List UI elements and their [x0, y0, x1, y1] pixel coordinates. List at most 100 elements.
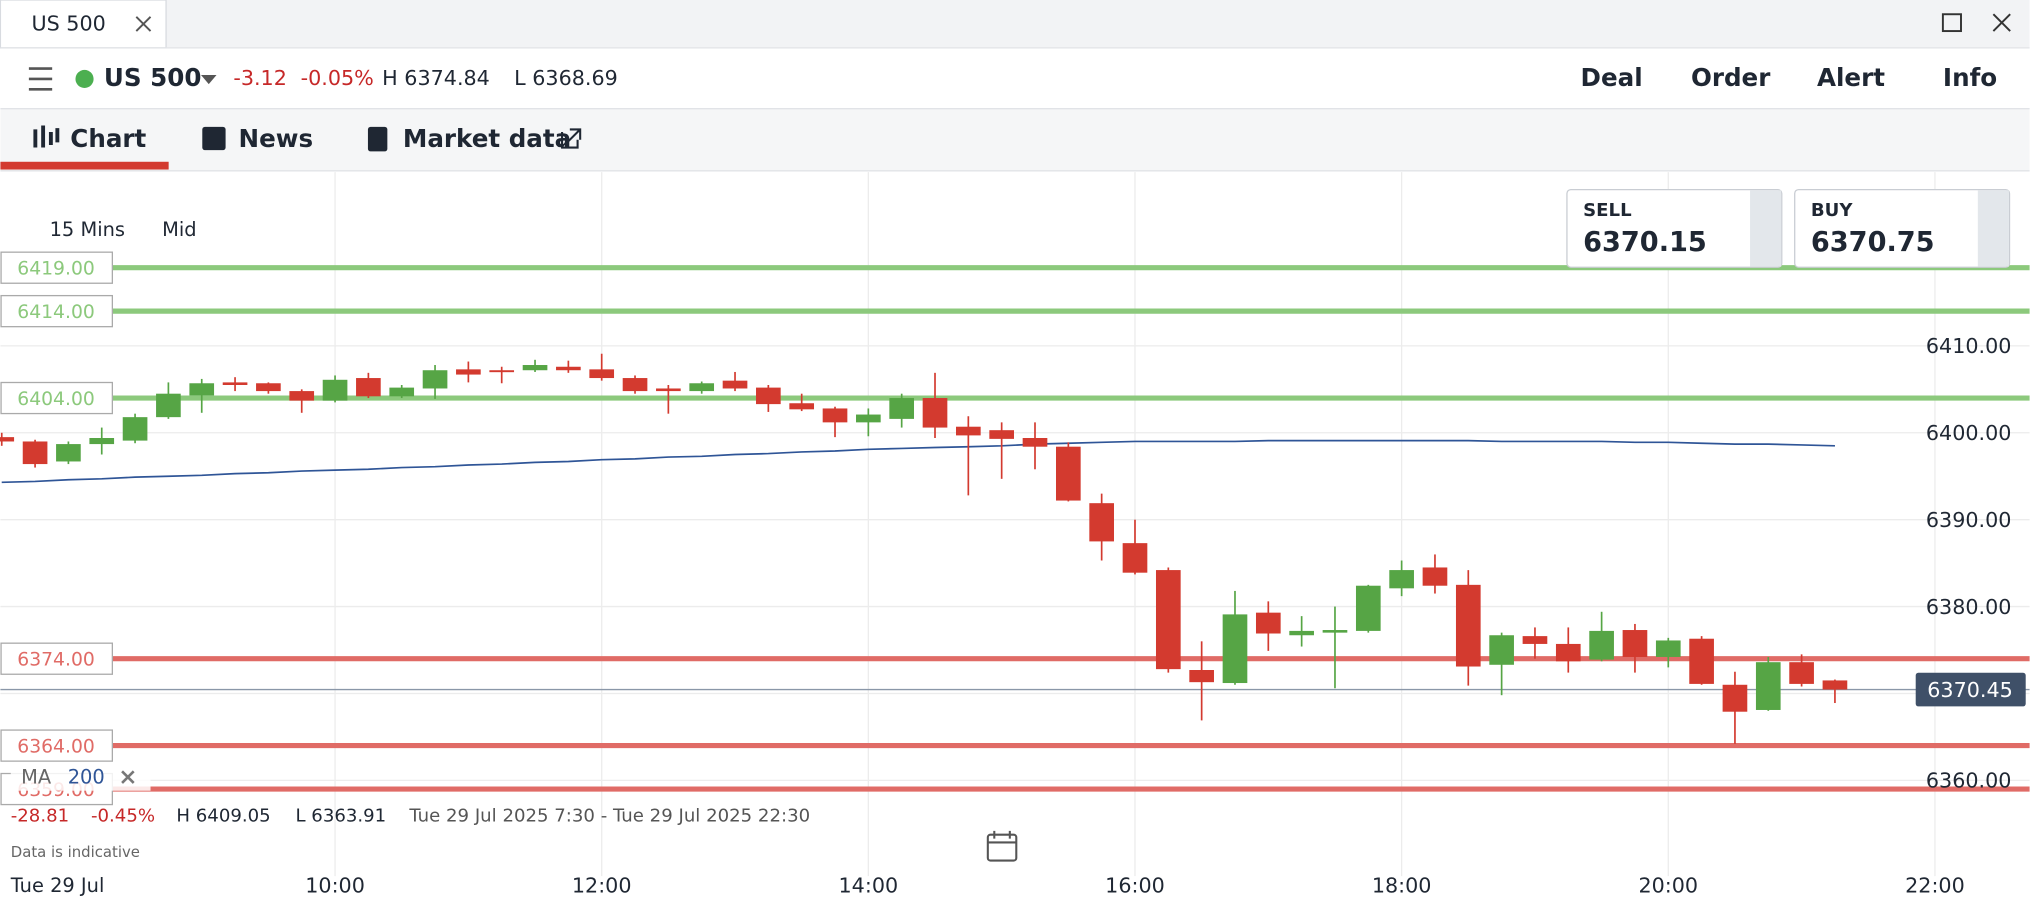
status-dot	[75, 69, 94, 88]
candle-body	[856, 414, 881, 423]
news-tab[interactable]: News	[239, 124, 314, 153]
candle-body	[489, 370, 515, 373]
candle-body	[222, 382, 248, 385]
candle	[989, 422, 1015, 479]
candle	[1555, 627, 1581, 673]
ma-remove-button[interactable]	[121, 770, 135, 784]
candle	[556, 360, 581, 373]
candle	[1822, 679, 1848, 704]
candle-body	[1789, 662, 1814, 684]
menu-icon[interactable]	[28, 67, 53, 91]
active-tab-indicator	[0, 161, 169, 170]
candle-body	[389, 387, 415, 397]
tab[interactable]	[0, 0, 167, 49]
buy-side	[1977, 190, 2009, 267]
candle-body	[1555, 643, 1581, 662]
candle	[789, 393, 815, 412]
candle	[956, 416, 981, 496]
candle	[922, 372, 948, 439]
candle	[1222, 590, 1248, 685]
candle-body	[1022, 438, 1048, 447]
candle	[1122, 519, 1148, 575]
candle-body	[822, 408, 848, 423]
buy-box[interactable]: BUY 6370.75	[1794, 188, 2011, 268]
candle	[1622, 623, 1648, 673]
candle	[1055, 442, 1081, 502]
y-tick-label: 6380.00	[1926, 595, 2012, 619]
candle-body	[1489, 635, 1514, 665]
candle-body	[1722, 684, 1748, 712]
candle-body	[989, 430, 1015, 439]
axis-date: Tue 29 Jul	[10, 874, 105, 897]
x-tick-label: 10:00	[305, 873, 365, 897]
buy-panel[interactable]	[1794, 188, 2011, 268]
sell-panel[interactable]	[1566, 188, 1783, 268]
candle	[456, 361, 481, 383]
price-level-tag	[0, 642, 114, 675]
sell-price: 6370.15	[1583, 227, 1707, 258]
candle-body	[1222, 614, 1248, 684]
candle	[1589, 611, 1614, 662]
candle	[1722, 671, 1748, 744]
tab-title: US 500	[31, 12, 105, 36]
candle	[1189, 641, 1214, 721]
period-change-pct: -0.45%	[91, 806, 155, 827]
ma-legend-name: MA	[21, 765, 52, 788]
price-level-label: 6419.00	[17, 258, 95, 279]
candle	[256, 382, 281, 394]
candle	[1455, 570, 1481, 686]
chart-tab[interactable]: Chart	[70, 124, 146, 153]
candle	[1389, 560, 1414, 597]
x-tick-label: 22:00	[1905, 873, 1965, 897]
candle	[1155, 567, 1181, 673]
candle-body	[422, 370, 448, 389]
disclaimer: Data is indicative	[11, 843, 140, 861]
close-window-icon[interactable]	[1992, 13, 2011, 32]
candle-body	[1522, 636, 1548, 644]
maximize-icon[interactable]	[1941, 13, 1962, 33]
deal-button[interactable]: Deal	[1581, 63, 1643, 92]
interval-selector[interactable]: 15 Mins	[50, 218, 125, 241]
candle-body	[22, 441, 48, 465]
ma-legend-period: 200	[68, 765, 105, 788]
sell-box[interactable]: SELL 6370.15	[1566, 188, 1783, 268]
price-type-selector[interactable]: Mid	[162, 218, 196, 241]
candle	[1255, 601, 1281, 651]
candle-body	[1389, 570, 1414, 589]
instrument-name[interactable]: US 500	[104, 63, 202, 92]
calendar-button[interactable]	[986, 830, 1018, 862]
candle	[1322, 606, 1348, 689]
candle	[356, 372, 381, 399]
price-level-label: 6414.00	[17, 302, 95, 323]
dropdown-icon[interactable]	[201, 75, 217, 85]
y-tick-label: 6400.00	[1926, 421, 2012, 445]
y-tick-label: 6360.00	[1926, 769, 2012, 793]
candle-body	[1189, 670, 1214, 683]
info-button[interactable]: Info	[1943, 63, 1997, 92]
calendar-icon[interactable]	[986, 833, 1018, 862]
candle	[689, 381, 715, 394]
market-data-tab[interactable]: Market data	[403, 124, 571, 153]
order-button[interactable]: Order	[1691, 63, 1771, 92]
price-level-tag	[0, 729, 114, 762]
candle-body	[1055, 446, 1081, 501]
change: -3.12	[233, 66, 287, 90]
candle	[822, 406, 848, 438]
candle	[656, 385, 681, 414]
close-tab-icon[interactable]	[135, 16, 152, 32]
candle-body	[722, 380, 748, 389]
x-tick-label: 18:00	[1372, 873, 1432, 897]
candle-body	[1455, 584, 1481, 667]
price-level-tag	[0, 251, 114, 284]
candle-body	[789, 403, 815, 410]
candle-body	[956, 426, 981, 436]
alert-button[interactable]: Alert	[1817, 63, 1885, 92]
period-range: Tue 29 Jul 2025 7:30 - Tue 29 Jul 2025 2…	[408, 806, 810, 827]
price-levels: 6419.006414.006404.006374.006364.006359.…	[0, 251, 2030, 806]
candle	[756, 385, 781, 412]
candle	[0, 432, 15, 446]
candle-body	[322, 379, 348, 401]
candle-body	[1655, 640, 1681, 657]
buy-label: BUY	[1811, 200, 1854, 221]
